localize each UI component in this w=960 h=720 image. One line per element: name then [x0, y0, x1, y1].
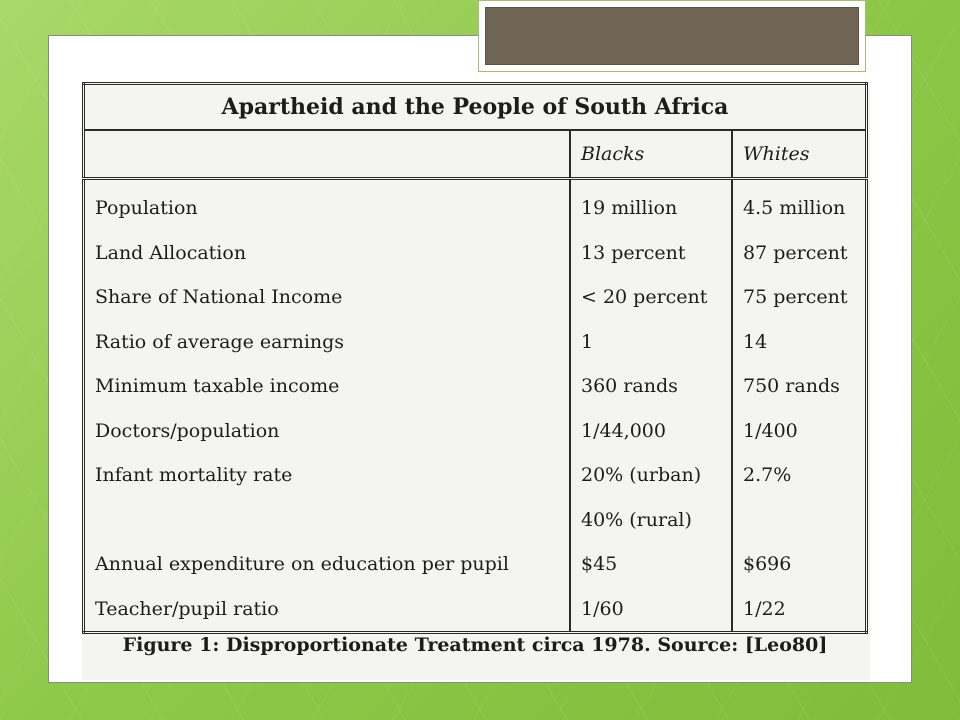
cell-blacks: 20% (urban): [569, 453, 732, 498]
row-label: [84, 498, 571, 543]
cell-blacks: 1/44,000: [569, 408, 732, 453]
cell-blacks: $45: [569, 542, 732, 587]
row-label: Share of National Income: [95, 286, 343, 309]
row-label: Doctors/population: [95, 419, 280, 442]
table-row: 40% (rural): [84, 497, 867, 543]
header-blank: [83, 130, 570, 180]
cell-whites: $696: [731, 542, 867, 587]
cell-blacks: 1: [569, 319, 732, 364]
cell-whites: 87 percent: [731, 230, 867, 275]
cell-whites: 1/22: [731, 586, 867, 633]
table-header-row: Blacks Whites: [83, 130, 867, 180]
table-row: Doctors/population 1/44,000 1/400: [84, 408, 867, 453]
scanned-table-image: Apartheid and the People of South Africa…: [82, 82, 870, 680]
figure-caption: Figure 1: Disproportionate Treatment cir…: [122, 634, 828, 656]
cell-whites: 2.7%: [731, 453, 867, 498]
table-row: Teacher/pupil ratio 1/60 1/22: [84, 586, 867, 633]
cell-blacks: < 20 percent: [569, 275, 732, 320]
apartheid-table: Apartheid and the People of South Africa…: [82, 82, 868, 634]
cell-blacks: 360 rands: [569, 364, 732, 409]
cell-whites: 75 percent: [731, 275, 867, 320]
table-title: Apartheid and the People of South Africa: [83, 83, 867, 131]
title-placeholder: [478, 0, 866, 72]
table-row: Annual expenditure on education per pupi…: [84, 542, 867, 587]
table-row: Ratio of average earnings 1 14: [84, 319, 867, 364]
cell-whites: 1/400: [731, 408, 867, 453]
row-label: Teacher/pupil ratio: [95, 597, 279, 620]
cell-whites: 750 rands: [731, 364, 867, 409]
table-row: Minimum taxable income 360 rands 750 ran…: [84, 364, 867, 409]
row-label: Land Allocation: [95, 241, 247, 264]
title-placeholder-box: [485, 7, 859, 65]
row-label: Minimum taxable income: [95, 375, 340, 398]
cell-whites: 4.5 million: [731, 178, 867, 231]
table-row: Land Allocation 13 percent 87 percent: [84, 230, 867, 275]
cell-blacks: 40% (rural): [569, 497, 732, 542]
header-blacks: Blacks: [569, 130, 732, 180]
cell-whites: [731, 497, 867, 542]
row-label: Ratio of average earnings: [95, 330, 345, 353]
row-label: Population: [95, 197, 198, 220]
table-row: Population 19 million 4.5 million: [84, 178, 867, 231]
row-label: Annual expenditure on education per pupi…: [95, 553, 509, 576]
cell-blacks: 19 million: [569, 178, 732, 231]
cell-blacks: 13 percent: [569, 230, 732, 275]
table-row: Share of National Income < 20 percent 75…: [84, 275, 867, 320]
row-label: Infant mortality rate: [95, 464, 293, 487]
cell-blacks: 1/60: [569, 586, 732, 633]
cell-whites: 14: [731, 319, 867, 364]
header-whites: Whites: [731, 130, 867, 180]
table-row: Infant mortality rate 20% (urban) 2.7%: [84, 453, 867, 498]
